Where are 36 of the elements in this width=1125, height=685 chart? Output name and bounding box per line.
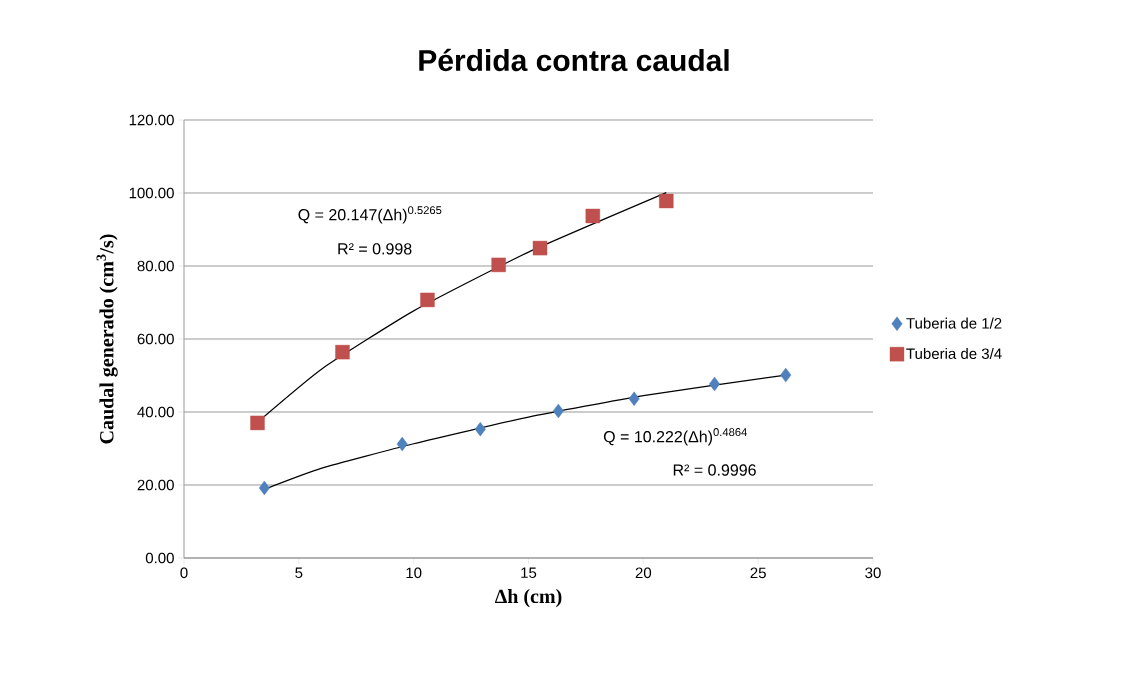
x-axis-title: Δh (cm) (495, 589, 562, 608)
annotation: R² = 0.9996 (673, 464, 756, 476)
point (420, 292, 435, 308)
x-tick-label: 0 (180, 567, 188, 579)
legend-label: Tuberia de 3/4 (906, 347, 1002, 359)
x-tick-label: 20 (635, 567, 652, 579)
point (585, 208, 601, 224)
point (258, 480, 270, 496)
y-tick-label: 100.00 (129, 187, 174, 199)
point (659, 193, 674, 209)
y-tick-label: 60.00 (137, 333, 174, 345)
point (532, 240, 548, 256)
point (780, 367, 792, 383)
point (335, 344, 350, 360)
annotation: R² = 0.998 (338, 243, 412, 255)
point (491, 257, 506, 273)
y-tick-label: 0.00 (145, 552, 174, 564)
y-tick-label: 20.00 (137, 479, 174, 491)
y-tick-label: 40.00 (137, 406, 174, 418)
x-tick-label: 10 (406, 567, 422, 579)
x-tick-label: 15 (521, 567, 537, 578)
x-tick-label: 5 (295, 567, 303, 578)
chart-title: Pérdida contra caudal (419, 48, 729, 72)
y-tick-label: 80.00 (137, 260, 174, 272)
y-tick-label: 120.00 (129, 114, 174, 126)
x-tick-label: 30 (865, 567, 881, 579)
point (552, 403, 564, 419)
annotation: Q = 10.222(Δh)$^{0.4864}$ (603, 428, 747, 446)
point (396, 436, 408, 452)
point (250, 415, 265, 431)
annotation: Q = 20.147(Δh)$^{0.5265}$ (298, 206, 442, 224)
legend-label: Tuberia de 1/2 (906, 317, 1002, 329)
x-tick-label: 25 (750, 567, 766, 579)
point (628, 391, 640, 407)
point (474, 421, 486, 437)
y-axis-title: Caudal generado (cm$^{3}$/s) (96, 234, 118, 444)
